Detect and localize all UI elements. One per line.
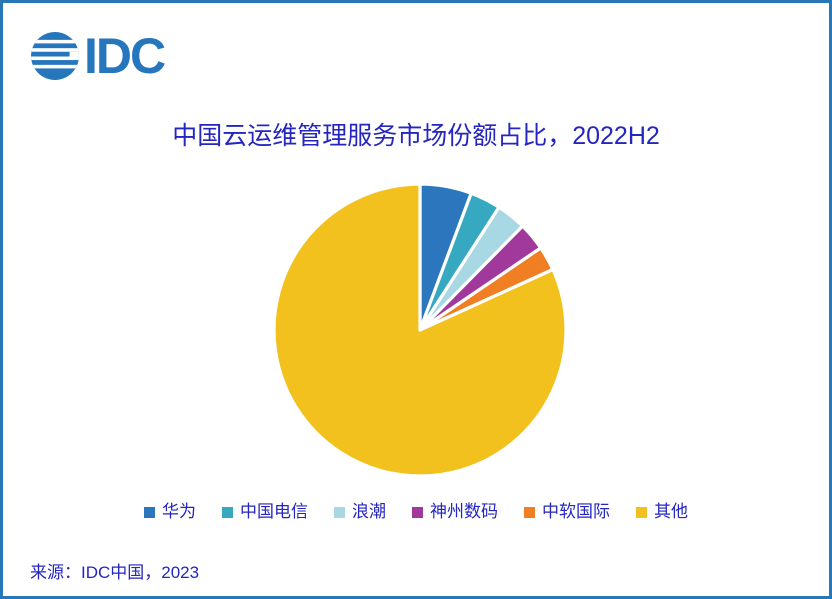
chart-legend: 华为 中国电信 浪潮 神州数码 中软国际 其他 [0, 501, 832, 523]
idc-logo: IDC [30, 28, 166, 84]
legend-swatch-icon [334, 506, 345, 518]
legend-item-4: 中软国际 [524, 501, 610, 523]
idc-logo-text: IDC [84, 28, 166, 84]
legend-item-1: 中国电信 [222, 501, 308, 523]
legend-swatch-icon [524, 506, 535, 518]
legend-item-5: 其他 [636, 501, 688, 523]
legend-label: 中软国际 [542, 502, 610, 521]
legend-label: 其他 [654, 502, 688, 521]
legend-item-3: 神州数码 [412, 501, 498, 523]
legend-swatch-icon [412, 506, 423, 518]
pie-slice-5 [272, 182, 568, 478]
legend-swatch-icon [144, 506, 155, 518]
legend-label: 华为 [162, 502, 196, 521]
source-note: 来源：IDC中国，2023 [30, 563, 200, 582]
pie-chart [272, 182, 568, 478]
legend-label: 浪潮 [352, 502, 386, 521]
legend-item-0: 华为 [144, 501, 196, 523]
idc-globe-icon [31, 32, 79, 80]
chart-title: 中国云运维管理服务市场份额占比，2022H2 [172, 122, 660, 150]
legend-label: 神州数码 [430, 502, 498, 521]
legend-swatch-icon [222, 506, 233, 518]
legend-swatch-icon [636, 506, 647, 518]
legend-item-2: 浪潮 [334, 501, 386, 523]
legend-label: 中国电信 [240, 502, 308, 521]
pie-chart-area [270, 180, 570, 480]
